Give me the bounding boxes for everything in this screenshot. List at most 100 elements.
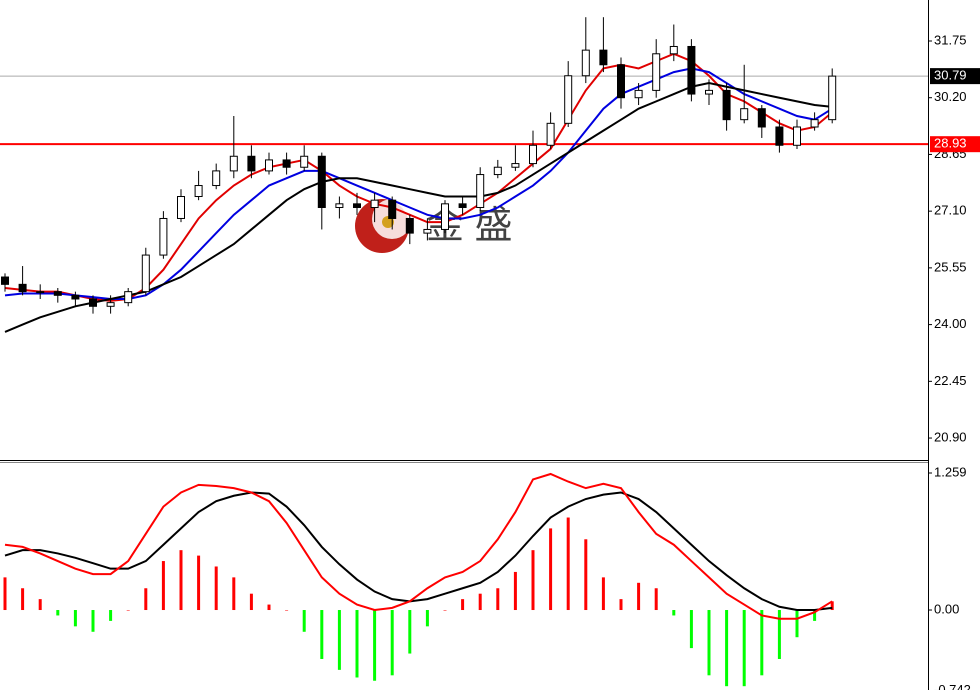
y-tick-label: 31.75	[934, 32, 967, 47]
histogram-bar	[443, 610, 447, 611]
histogram-bar	[637, 582, 641, 611]
candle-body	[634, 89, 643, 99]
candle-body	[106, 302, 115, 307]
histogram-bar	[73, 610, 77, 627]
level-label: 28.93	[934, 136, 967, 151]
last-price-label: 30.79	[934, 68, 967, 83]
histogram-bar	[830, 601, 834, 611]
candle-body	[529, 144, 537, 165]
histogram-bar	[725, 610, 729, 687]
y-tick-label: 30.20	[934, 89, 967, 104]
histogram-bar	[267, 604, 271, 611]
candle-body	[247, 155, 256, 172]
indicator-line	[4, 491, 833, 612]
candle-body	[405, 217, 414, 234]
histogram-bar	[355, 610, 359, 678]
level-box	[930, 136, 980, 153]
histogram-bar	[337, 610, 341, 670]
candle-body	[493, 166, 502, 176]
histogram-bar	[408, 610, 412, 654]
candle-body	[370, 199, 379, 208]
histogram-bar	[320, 610, 324, 659]
histogram-bar	[197, 555, 201, 611]
histogram-bar	[795, 610, 799, 638]
candle-body	[441, 203, 449, 230]
histogram-bar	[549, 528, 553, 611]
candle-body	[177, 196, 185, 219]
y-tick-label: 24.00	[934, 316, 967, 331]
watermark-text: 金 盛	[426, 205, 513, 247]
candle-body	[476, 174, 485, 208]
histogram-bar	[21, 588, 25, 611]
candle-body	[599, 49, 608, 66]
candle-body	[740, 108, 749, 121]
histogram-bar	[179, 550, 183, 611]
candle-body	[546, 122, 555, 146]
y-tick-label: 20.90	[934, 429, 967, 444]
candle-body	[317, 155, 326, 208]
candle-body	[652, 53, 661, 91]
y-tick-label: -0.742	[934, 682, 971, 690]
candle-body	[388, 199, 397, 219]
candle-body	[229, 155, 238, 172]
histogram-bar	[425, 610, 429, 627]
candle-body	[71, 294, 80, 300]
candle-body	[775, 126, 784, 146]
histogram-bar	[285, 610, 289, 611]
histogram-bar	[91, 610, 95, 632]
histogram-bar	[496, 588, 500, 611]
histogram-bar	[672, 610, 676, 616]
histogram-bar	[249, 593, 253, 611]
candle-body	[564, 75, 573, 124]
candle-body	[282, 159, 291, 168]
candle-body	[617, 64, 625, 99]
last-price-box	[930, 68, 980, 85]
logo-dot	[382, 216, 394, 228]
histogram-bar	[513, 571, 517, 611]
histogram-bar	[214, 566, 218, 611]
histogram-bar	[144, 588, 148, 611]
candle-body	[669, 45, 678, 55]
candle-body	[335, 203, 344, 208]
candle-body	[810, 119, 819, 128]
candle-body	[757, 108, 766, 128]
histogram-bar	[461, 599, 465, 611]
candle-body	[458, 203, 467, 208]
candle-body	[89, 298, 97, 307]
candle-body	[194, 185, 203, 198]
candle-body	[353, 203, 361, 208]
candle-body	[141, 254, 150, 293]
candle-body	[212, 170, 221, 187]
histogram-bar	[109, 610, 113, 621]
histogram-bar	[478, 593, 482, 611]
histogram-bar	[3, 577, 7, 611]
histogram-bar	[232, 577, 236, 611]
histogram-bar	[126, 610, 130, 611]
y-tick-label: 0.00	[934, 601, 959, 616]
candle-body	[124, 291, 133, 304]
histogram-bar	[584, 539, 588, 611]
histogram-bar	[38, 599, 42, 611]
histogram-bar	[161, 561, 165, 611]
histogram-bar	[654, 588, 658, 611]
y-tick-label: 1.259	[934, 464, 967, 479]
histogram-bar	[689, 610, 693, 649]
histogram-bar	[742, 610, 746, 687]
y-tick-label: 22.45	[934, 373, 967, 388]
y-tick-label: 25.55	[934, 259, 967, 274]
histogram-bar	[566, 517, 570, 611]
candle-body	[687, 45, 696, 95]
histogram-bar	[777, 610, 781, 659]
candle-body	[1, 276, 9, 285]
histogram-bar	[619, 599, 623, 611]
candle-body	[423, 228, 432, 234]
histogram-bar	[601, 577, 605, 611]
candle-body	[159, 217, 168, 256]
candle-body	[793, 126, 801, 146]
histogram-bar	[390, 610, 394, 676]
candle-body	[265, 159, 273, 172]
candle-body	[828, 75, 837, 121]
candle-body	[53, 291, 62, 296]
y-tick-label: 27.10	[934, 203, 967, 218]
